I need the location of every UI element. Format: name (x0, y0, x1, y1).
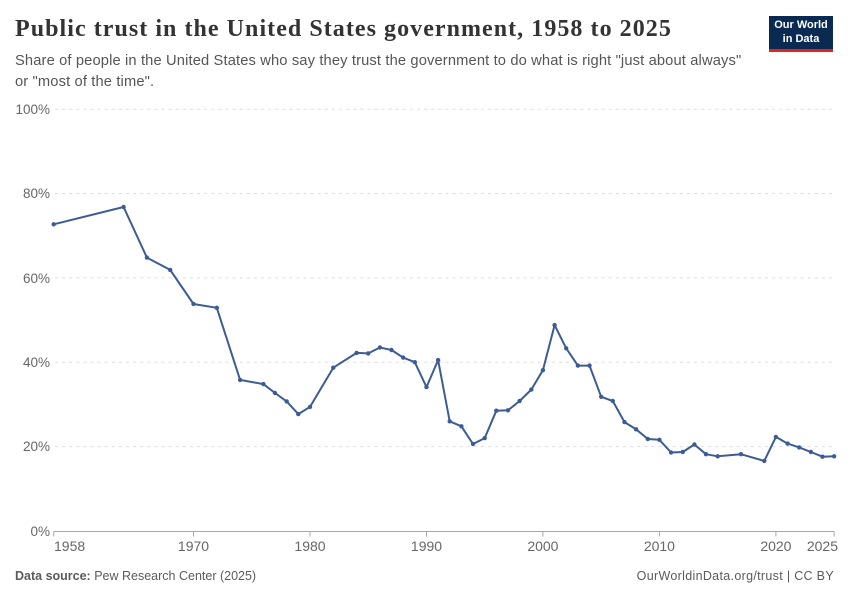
svg-text:80%: 80% (23, 186, 50, 201)
svg-text:2020: 2020 (760, 538, 791, 554)
svg-text:1958: 1958 (54, 538, 85, 554)
svg-text:2000: 2000 (527, 538, 558, 554)
svg-text:40%: 40% (23, 355, 50, 370)
svg-text:1990: 1990 (411, 538, 442, 554)
svg-text:2025: 2025 (807, 538, 838, 554)
svg-text:20%: 20% (23, 439, 50, 454)
svg-text:1980: 1980 (294, 538, 325, 554)
svg-text:0%: 0% (30, 524, 50, 539)
svg-text:1970: 1970 (178, 538, 209, 554)
svg-text:2010: 2010 (644, 538, 675, 554)
svg-text:60%: 60% (23, 271, 50, 286)
svg-text:100%: 100% (15, 102, 50, 117)
